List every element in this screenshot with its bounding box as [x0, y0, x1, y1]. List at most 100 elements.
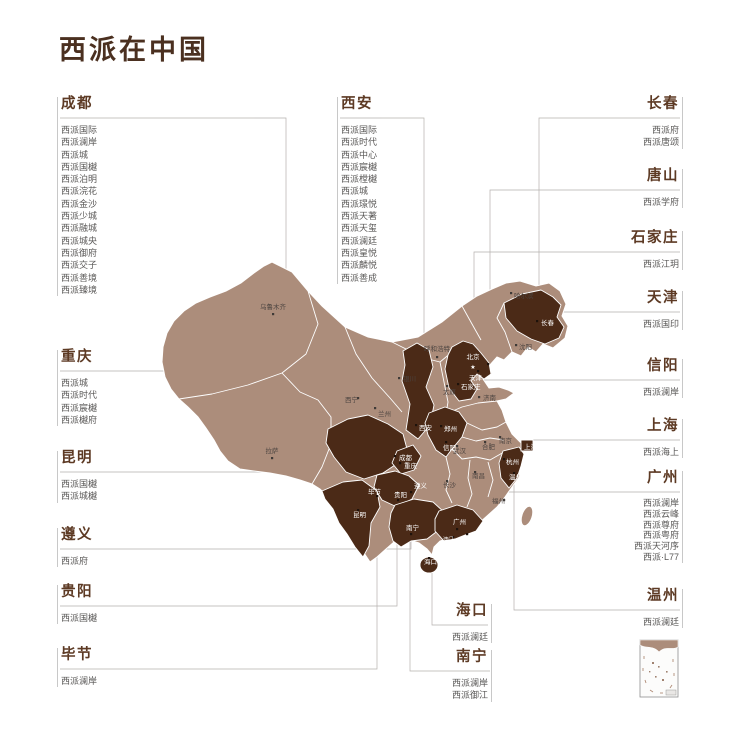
- city-block-title: 海口: [456, 603, 488, 619]
- project-item: 西派金沙: [61, 198, 98, 209]
- city-block-title: 长春: [647, 96, 679, 112]
- project-item: 西派府: [651, 125, 679, 135]
- map-city-label: 澳门: [443, 535, 453, 543]
- city-dot: [272, 313, 275, 316]
- project-item: 西派御府: [61, 247, 98, 258]
- province-chongqing: [391, 444, 422, 475]
- city-dot: [513, 472, 516, 475]
- map-city-label: 福州: [492, 496, 505, 505]
- project-item: 西派城樾: [61, 491, 98, 502]
- project-item: 西派天河序: [633, 541, 679, 552]
- map-city-label: 拉萨: [266, 446, 280, 455]
- project-list: 西派府 西派唐颂: [580, 124, 679, 149]
- project-item: 西派澜岸: [642, 387, 679, 397]
- map-city-label: 杭州: [506, 457, 519, 466]
- project-item: 西派国际: [61, 125, 98, 135]
- project-item: 西派澜岸: [451, 678, 488, 688]
- project-item: 西派澜岸: [642, 498, 679, 508]
- city-block-昆明: 昆明西派国樾西派城樾: [57, 451, 187, 503]
- project-item: 西派城: [341, 186, 369, 197]
- city-dot: [398, 377, 401, 380]
- city-dot: [357, 397, 360, 400]
- project-item: 西派国印: [642, 319, 679, 329]
- island-taiwan: [520, 505, 534, 527]
- city-block-title: 南宁: [456, 649, 488, 665]
- project-item: 西派臻境: [61, 284, 98, 295]
- project-item: 西派国樾: [61, 479, 98, 489]
- map-city-label: 昆明: [353, 511, 367, 519]
- project-item: 西派澜廷: [341, 235, 378, 246]
- map-city-label: 乌鲁木齐: [260, 302, 287, 311]
- project-list: 西派府: [61, 555, 187, 567]
- project-list: 西派海上: [580, 446, 679, 458]
- project-item: 西派善境: [61, 272, 98, 283]
- city-dot: [436, 356, 439, 359]
- page-title: 西派在中国: [59, 35, 209, 65]
- city-block-上海: 上海 西派海上: [580, 418, 683, 459]
- map-city-label: 毕节: [368, 487, 382, 496]
- project-item: 西派海上: [642, 447, 679, 457]
- city-block-西安: 西安 西派国际 西派时代 西派中心 西派宸樾 西派樘樾 西派城 西派璟悦 西派天著 西派天玺 西派澜…: [337, 97, 427, 284]
- province-henan: [424, 406, 468, 458]
- map-city-label: 南昌: [472, 471, 485, 480]
- city-dot: [484, 441, 487, 444]
- city-dot: [376, 495, 379, 498]
- province-yunnan: [321, 479, 381, 558]
- project-item: 西派府: [61, 556, 89, 566]
- city-dot: [466, 533, 469, 536]
- city-block-title: 信阳: [647, 358, 679, 374]
- city-dot: [399, 462, 402, 465]
- city-block-title: 西安: [341, 96, 373, 112]
- project-item: 西派江玥: [642, 259, 679, 269]
- province-jilin: [503, 289, 565, 345]
- city-block-title: 上海: [647, 418, 679, 434]
- project-item: 西派澜廷: [451, 632, 488, 642]
- project-item: 西派时代: [341, 137, 378, 148]
- province-hebei: [444, 340, 492, 402]
- city-block-遵义: 遵义 西派府: [57, 528, 187, 568]
- map-city-label: 济南: [483, 393, 497, 402]
- province-guangdong: [434, 504, 484, 542]
- city-dot: [410, 533, 413, 536]
- province-guangxi: [388, 498, 446, 548]
- city-dot: [446, 480, 449, 483]
- city-dot: [446, 385, 449, 388]
- project-list: 西派澜岸: [580, 386, 679, 398]
- map-city-label: 长春: [541, 318, 555, 327]
- city-dot: [503, 458, 506, 461]
- map-city-label: 沈阳: [519, 342, 532, 351]
- highlighted-provinces: [321, 289, 565, 574]
- city-block-长春: 长春西派府 西派唐颂: [580, 97, 683, 149]
- province-borders: [178, 290, 513, 508]
- city-block-贵阳: 贵阳 西派国樾: [57, 585, 187, 625]
- project-item: 西派云峰: [642, 508, 679, 519]
- tangshan-dot: [487, 363, 490, 366]
- city-dot: [515, 344, 518, 347]
- map-city-label: 郑州: [444, 425, 457, 433]
- map-city-label: 海口: [424, 557, 437, 566]
- project-item: 西派樘樾: [341, 174, 378, 185]
- project-item: 西派城央: [61, 235, 98, 246]
- city-block-重庆: 重庆 西派城 西派时代 西派宸樾 西派樾府: [57, 349, 187, 427]
- project-item: 西派国樾: [61, 613, 98, 623]
- city-block-title: 昆明: [61, 450, 93, 466]
- city-block-title: 毕节: [61, 647, 93, 663]
- project-item: 西派善成: [341, 272, 378, 283]
- city-block-石家庄: 石家庄 西派江玥: [580, 231, 683, 271]
- city-block-成都: 成都 西派国际 西派澜岸 西派城 西派国樾 西派泊明 西派浣花 西派金沙 西派少城 西派融城 西派城…: [57, 96, 187, 297]
- city-block-title: 唐山: [647, 168, 679, 184]
- city-block-广州: 广州 西派澜岸 西派云峰 西派尊府 西派粤府 西派天河序 西派·L77: [575, 471, 683, 563]
- project-item: 西派宸樾: [341, 161, 378, 172]
- project-item: 西派少城: [61, 211, 98, 222]
- project-list: 西派国印: [580, 318, 679, 330]
- map-city-label: 北京: [467, 352, 481, 361]
- city-block-title: 重庆: [61, 349, 93, 365]
- project-list: 西派国樾: [61, 612, 187, 624]
- city-block-唐山: 唐山 西派学府: [580, 168, 683, 209]
- project-item: 西派澜岸: [61, 137, 98, 148]
- city-dot: [397, 499, 400, 502]
- project-item: 西派城: [61, 149, 89, 160]
- map-city-label: 天津: [469, 374, 483, 382]
- city-block-title: 成都: [61, 96, 93, 112]
